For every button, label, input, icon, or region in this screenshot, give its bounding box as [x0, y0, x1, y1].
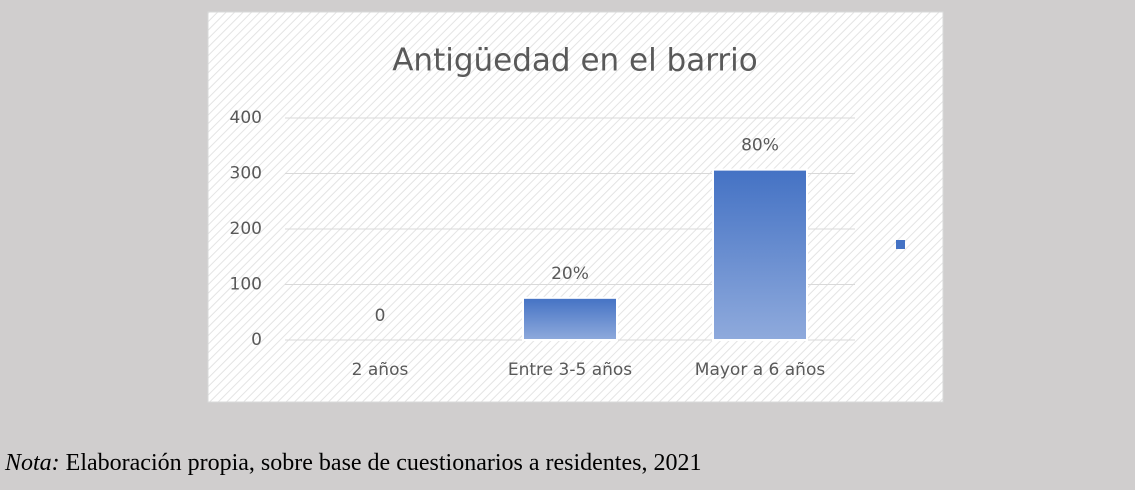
x-tick-label: 2 años [352, 360, 409, 380]
data-label: 20% [551, 264, 589, 284]
note-label: Nota: [4, 450, 60, 476]
y-tick-label: 100 [230, 275, 262, 295]
note-text: Elaboración propia, sobre base de cuesti… [60, 450, 702, 476]
bar [522, 296, 618, 342]
y-tick-label: 200 [230, 219, 262, 239]
y-tick-label: 0 [251, 330, 262, 350]
y-tick-label: 300 [230, 164, 262, 184]
data-label: 0 [375, 306, 386, 326]
x-tick-label: Entre 3-5 años [508, 360, 632, 380]
chart-title: Antigüedad en el barrio [392, 43, 758, 79]
bar [712, 168, 808, 341]
data-label: 80% [741, 136, 779, 156]
note: Nota: Elaboración propia, sobre base de … [4, 450, 701, 476]
y-tick-label: 400 [230, 108, 262, 128]
x-tick-label: Mayor a 6 años [695, 360, 826, 380]
legend-swatch [896, 240, 905, 249]
